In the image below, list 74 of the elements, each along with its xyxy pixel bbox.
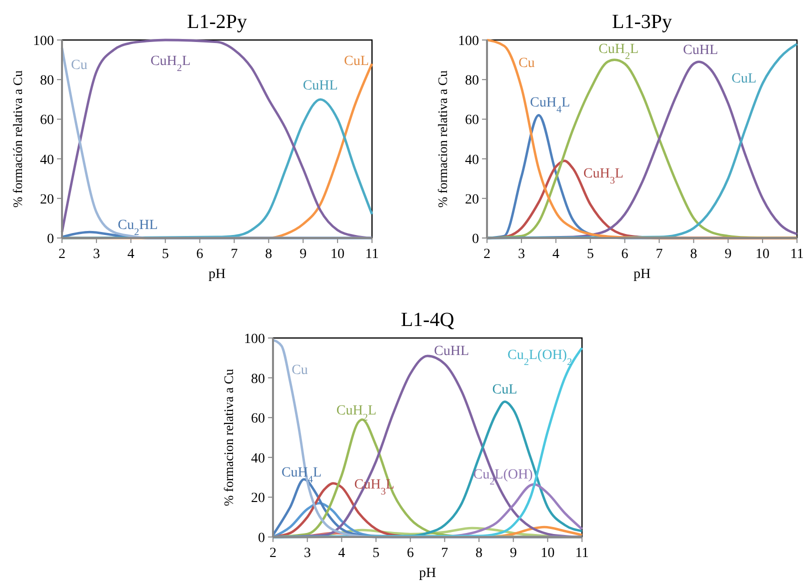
x-tick-label: 4 bbox=[338, 546, 346, 561]
x-tick-label: 4 bbox=[552, 247, 560, 262]
x-tick-label: 7 bbox=[656, 247, 663, 262]
x-tick-label: 8 bbox=[265, 247, 272, 262]
x-tick-label: 5 bbox=[162, 247, 169, 262]
x-tick-label: 7 bbox=[441, 546, 448, 561]
x-tick-label: 3 bbox=[518, 247, 525, 262]
x-axis-title: pH bbox=[418, 566, 436, 581]
x-tick-label: 11 bbox=[365, 247, 379, 262]
series-label: Cu bbox=[518, 56, 535, 71]
series-label: Cu bbox=[292, 362, 308, 378]
series-label: CuHL bbox=[683, 42, 718, 58]
series-label: CuH$_{2}$L bbox=[598, 42, 639, 62]
y-tick-label: 60 bbox=[465, 113, 479, 128]
y-tick-label: 40 bbox=[251, 451, 265, 466]
y-tick-label: 60 bbox=[40, 113, 54, 128]
x-tick-label: 4 bbox=[127, 247, 134, 262]
y-tick-label: 60 bbox=[251, 412, 265, 427]
y-tick-label: 20 bbox=[40, 192, 54, 208]
x-tick-label: 10 bbox=[540, 546, 555, 561]
y-tick-label: 40 bbox=[465, 152, 479, 168]
x-tick-label: 8 bbox=[476, 546, 482, 561]
series-label: CuHL bbox=[302, 78, 338, 94]
y-tick-label: 0 bbox=[472, 232, 479, 247]
series-label: CuH$_{4}$L bbox=[281, 465, 322, 485]
y-tick-label: 100 bbox=[244, 332, 265, 347]
y-tick-label: 20 bbox=[465, 192, 479, 208]
y-tick-label: 100 bbox=[458, 34, 479, 49]
x-tick-label: 6 bbox=[196, 247, 204, 262]
y-tick-label: 20 bbox=[251, 491, 265, 506]
x-tick-label: 2 bbox=[58, 247, 66, 262]
series-label: CuH$_{2}$L bbox=[150, 54, 191, 74]
x-tick-label: 10 bbox=[330, 247, 345, 262]
chart-title: L1-4Q bbox=[400, 309, 455, 331]
x-tick-label: 10 bbox=[756, 247, 770, 262]
x-axis-title: pH bbox=[633, 267, 651, 282]
series-label: Cu bbox=[71, 58, 88, 73]
series-label: CuL bbox=[344, 54, 369, 69]
series-label: CuHL bbox=[434, 344, 470, 359]
y-tick-label: 40 bbox=[40, 152, 54, 168]
x-tick-label: 5 bbox=[586, 247, 594, 262]
series-label: CuL bbox=[492, 382, 518, 398]
x-tick-label: 8 bbox=[690, 247, 698, 262]
x-tick-label: 9 bbox=[724, 247, 732, 262]
y-axis-title: % formación relativa a Cu bbox=[10, 70, 25, 208]
series-label: CuL bbox=[732, 72, 756, 87]
chart-title: L1-2Py bbox=[187, 11, 247, 33]
x-axis-title: pH bbox=[208, 267, 226, 282]
x-tick-label: 7 bbox=[230, 247, 238, 262]
x-tick-label: 6 bbox=[406, 546, 414, 561]
x-tick-label: 6 bbox=[621, 247, 628, 262]
y-axis-title: % formacion relativa a Cu bbox=[221, 368, 236, 506]
x-tick-label: 11 bbox=[790, 247, 804, 262]
x-tick-label: 9 bbox=[300, 247, 307, 262]
x-tick-label: 2 bbox=[484, 247, 490, 262]
y-tick-label: 80 bbox=[40, 74, 54, 89]
x-tick-label: 3 bbox=[304, 546, 311, 561]
series-label: Cu$_{2}$L(OH)$_{2}$ bbox=[507, 348, 572, 368]
x-tick-label: 2 bbox=[270, 546, 276, 561]
y-tick-label: 100 bbox=[33, 34, 54, 49]
series-label: CuH$_{3}$L bbox=[583, 166, 624, 186]
x-tick-label: 11 bbox=[575, 546, 589, 561]
chart-title: L1-3Py bbox=[612, 11, 672, 33]
x-tick-label: 9 bbox=[510, 546, 517, 561]
series-label: CuH$_{2}$L bbox=[336, 404, 376, 424]
series-label: Cu$_{2}$L(OH) bbox=[473, 467, 534, 487]
y-tick-label: 0 bbox=[258, 531, 265, 546]
y-tick-label: 80 bbox=[251, 372, 265, 387]
series-label: CuH$_{4}$L bbox=[530, 95, 570, 115]
x-tick-label: 5 bbox=[372, 546, 380, 561]
y-tick-label: 0 bbox=[47, 232, 54, 247]
x-tick-label: 3 bbox=[92, 247, 100, 262]
y-tick-label: 80 bbox=[465, 74, 479, 89]
y-axis-title: % formacion relativa a Cu bbox=[435, 70, 450, 208]
